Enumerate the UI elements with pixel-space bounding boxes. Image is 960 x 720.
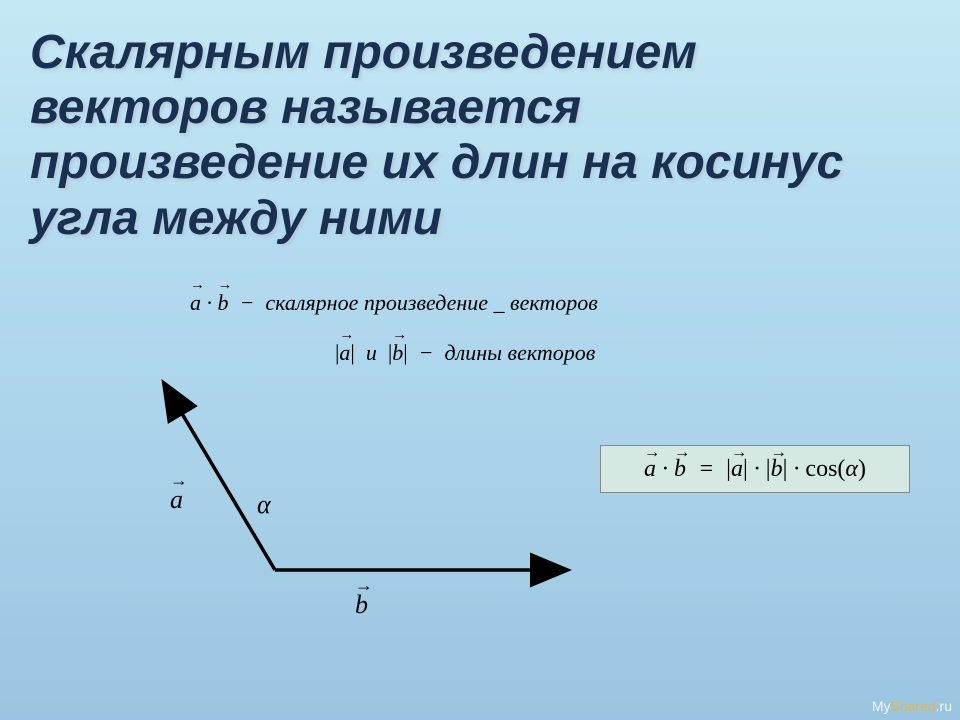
vec-b-symbol: b xyxy=(218,290,229,316)
fb-cos: cos xyxy=(805,456,837,482)
fb-eq: = xyxy=(698,456,714,482)
vector-a-label: a xyxy=(170,485,183,515)
label-a-text: a xyxy=(170,485,183,515)
fb-a2: a xyxy=(731,456,743,483)
watermark-ru: .ru xyxy=(936,698,952,714)
watermark-shared: Shared xyxy=(891,698,936,714)
abs-b-symbol: b xyxy=(392,340,403,366)
label-b-text: b xyxy=(355,590,368,620)
angle-alpha-label: α xyxy=(257,490,271,520)
dot-operator: · xyxy=(207,290,213,315)
dash: − xyxy=(240,290,255,315)
fb-alpha: α xyxy=(845,456,858,482)
fb-a1: a xyxy=(644,456,656,483)
formula-lengths: |a| и |b| − длины векторов xyxy=(335,340,595,366)
watermark-my: My xyxy=(872,698,891,714)
fb-dot2: · xyxy=(754,456,760,482)
dash2: − xyxy=(419,340,434,365)
vec-a-symbol: a xyxy=(190,290,201,316)
vector-b-label: b xyxy=(355,590,368,620)
formula1-text: скалярное произведение _ векторов xyxy=(265,290,597,315)
and-word: и xyxy=(366,340,377,365)
slide-title: Скалярным произведением векторов называе… xyxy=(30,25,930,246)
formula-box-content: a · b = |a| · |b| · cos(α) xyxy=(644,456,866,483)
fb-b2: b xyxy=(771,456,783,483)
formula2-text: длины векторов xyxy=(444,340,595,365)
abs-a-symbol: a xyxy=(339,340,350,366)
watermark: MyShared.ru xyxy=(872,698,952,714)
fb-dot3: · xyxy=(793,456,799,482)
fb-b1: b xyxy=(674,456,686,483)
formula-box: a · b = |a| · |b| · cos(α) xyxy=(600,445,910,493)
formula-dotproduct-definition: a · b − скалярное произведение _ векторо… xyxy=(190,290,598,316)
fb-dot1: · xyxy=(662,456,668,482)
